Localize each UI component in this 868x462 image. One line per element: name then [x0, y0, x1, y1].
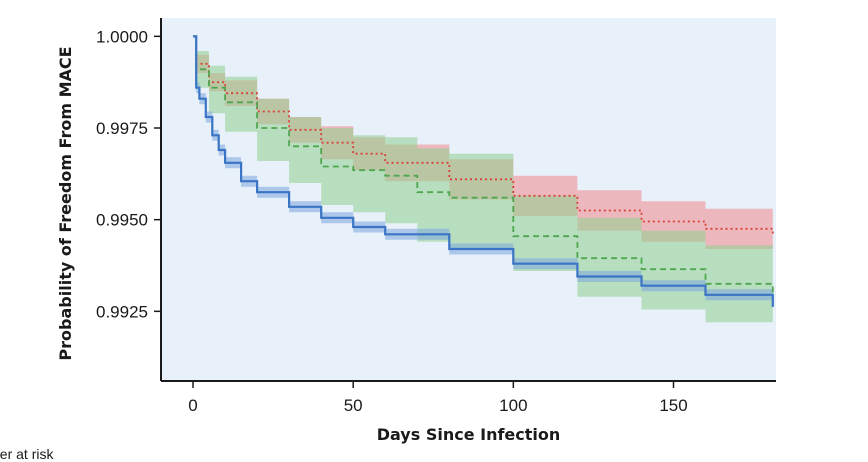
confidence-bands	[193, 36, 773, 336]
y-tick-label: 1.0000	[96, 27, 148, 46]
risk-table-label: oer at risk	[0, 446, 54, 462]
series-green-ci-band	[193, 36, 773, 336]
series-red-ci-band	[193, 36, 773, 257]
x-tick-label: 150	[659, 396, 687, 415]
y-tick-label: 0.9975	[96, 119, 148, 138]
y-tick-label: 0.9925	[96, 302, 148, 321]
x-tick-label: 100	[499, 396, 527, 415]
series-blue-curve	[193, 35, 774, 307]
x-ticks: 0 50 100 150	[188, 381, 688, 415]
series-red-curve	[193, 35, 774, 236]
y-ticks: 1.0000 0.9975 0.9950 0.9925	[96, 27, 161, 321]
y-tick-label: 0.9950	[96, 211, 148, 230]
y-axis-title: Probability of Freedom From MACE	[56, 46, 75, 360]
x-tick-label: 50	[344, 396, 363, 415]
series-green-curve	[193, 35, 774, 295]
x-axis-title: Days Since Infection	[377, 425, 561, 444]
survival-curves	[193, 35, 774, 307]
x-tick-label: 0	[188, 396, 197, 415]
